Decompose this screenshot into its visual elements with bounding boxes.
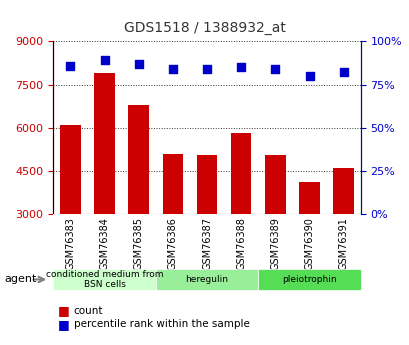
Point — [135, 61, 142, 67]
Bar — [265, 155, 285, 214]
Bar — [299, 182, 319, 214]
Bar — [128, 105, 148, 214]
Bar — [333, 168, 353, 214]
Text: pleiotrophin: pleiotrophin — [281, 275, 336, 284]
FancyBboxPatch shape — [53, 269, 155, 290]
Text: agent: agent — [4, 275, 36, 284]
Text: heregulin: heregulin — [185, 275, 228, 284]
FancyBboxPatch shape — [258, 269, 360, 290]
Bar — [60, 125, 81, 214]
Bar — [94, 73, 115, 214]
Point — [101, 58, 108, 63]
Text: percentile rank within the sample: percentile rank within the sample — [74, 319, 249, 329]
Text: count: count — [74, 306, 103, 315]
Text: ■: ■ — [57, 318, 69, 331]
Text: GDS1518 / 1388932_at: GDS1518 / 1388932_at — [124, 21, 285, 35]
Bar — [162, 154, 183, 214]
Point — [339, 70, 346, 75]
Text: ■: ■ — [57, 304, 69, 317]
Point — [169, 66, 176, 72]
Point — [67, 63, 74, 68]
Text: conditioned medium from
BSN cells: conditioned medium from BSN cells — [46, 270, 163, 289]
Point — [237, 65, 244, 70]
Point — [203, 66, 210, 72]
FancyBboxPatch shape — [155, 269, 258, 290]
Point — [306, 73, 312, 79]
Point — [272, 66, 278, 72]
Bar — [196, 155, 217, 214]
Bar — [230, 134, 251, 214]
